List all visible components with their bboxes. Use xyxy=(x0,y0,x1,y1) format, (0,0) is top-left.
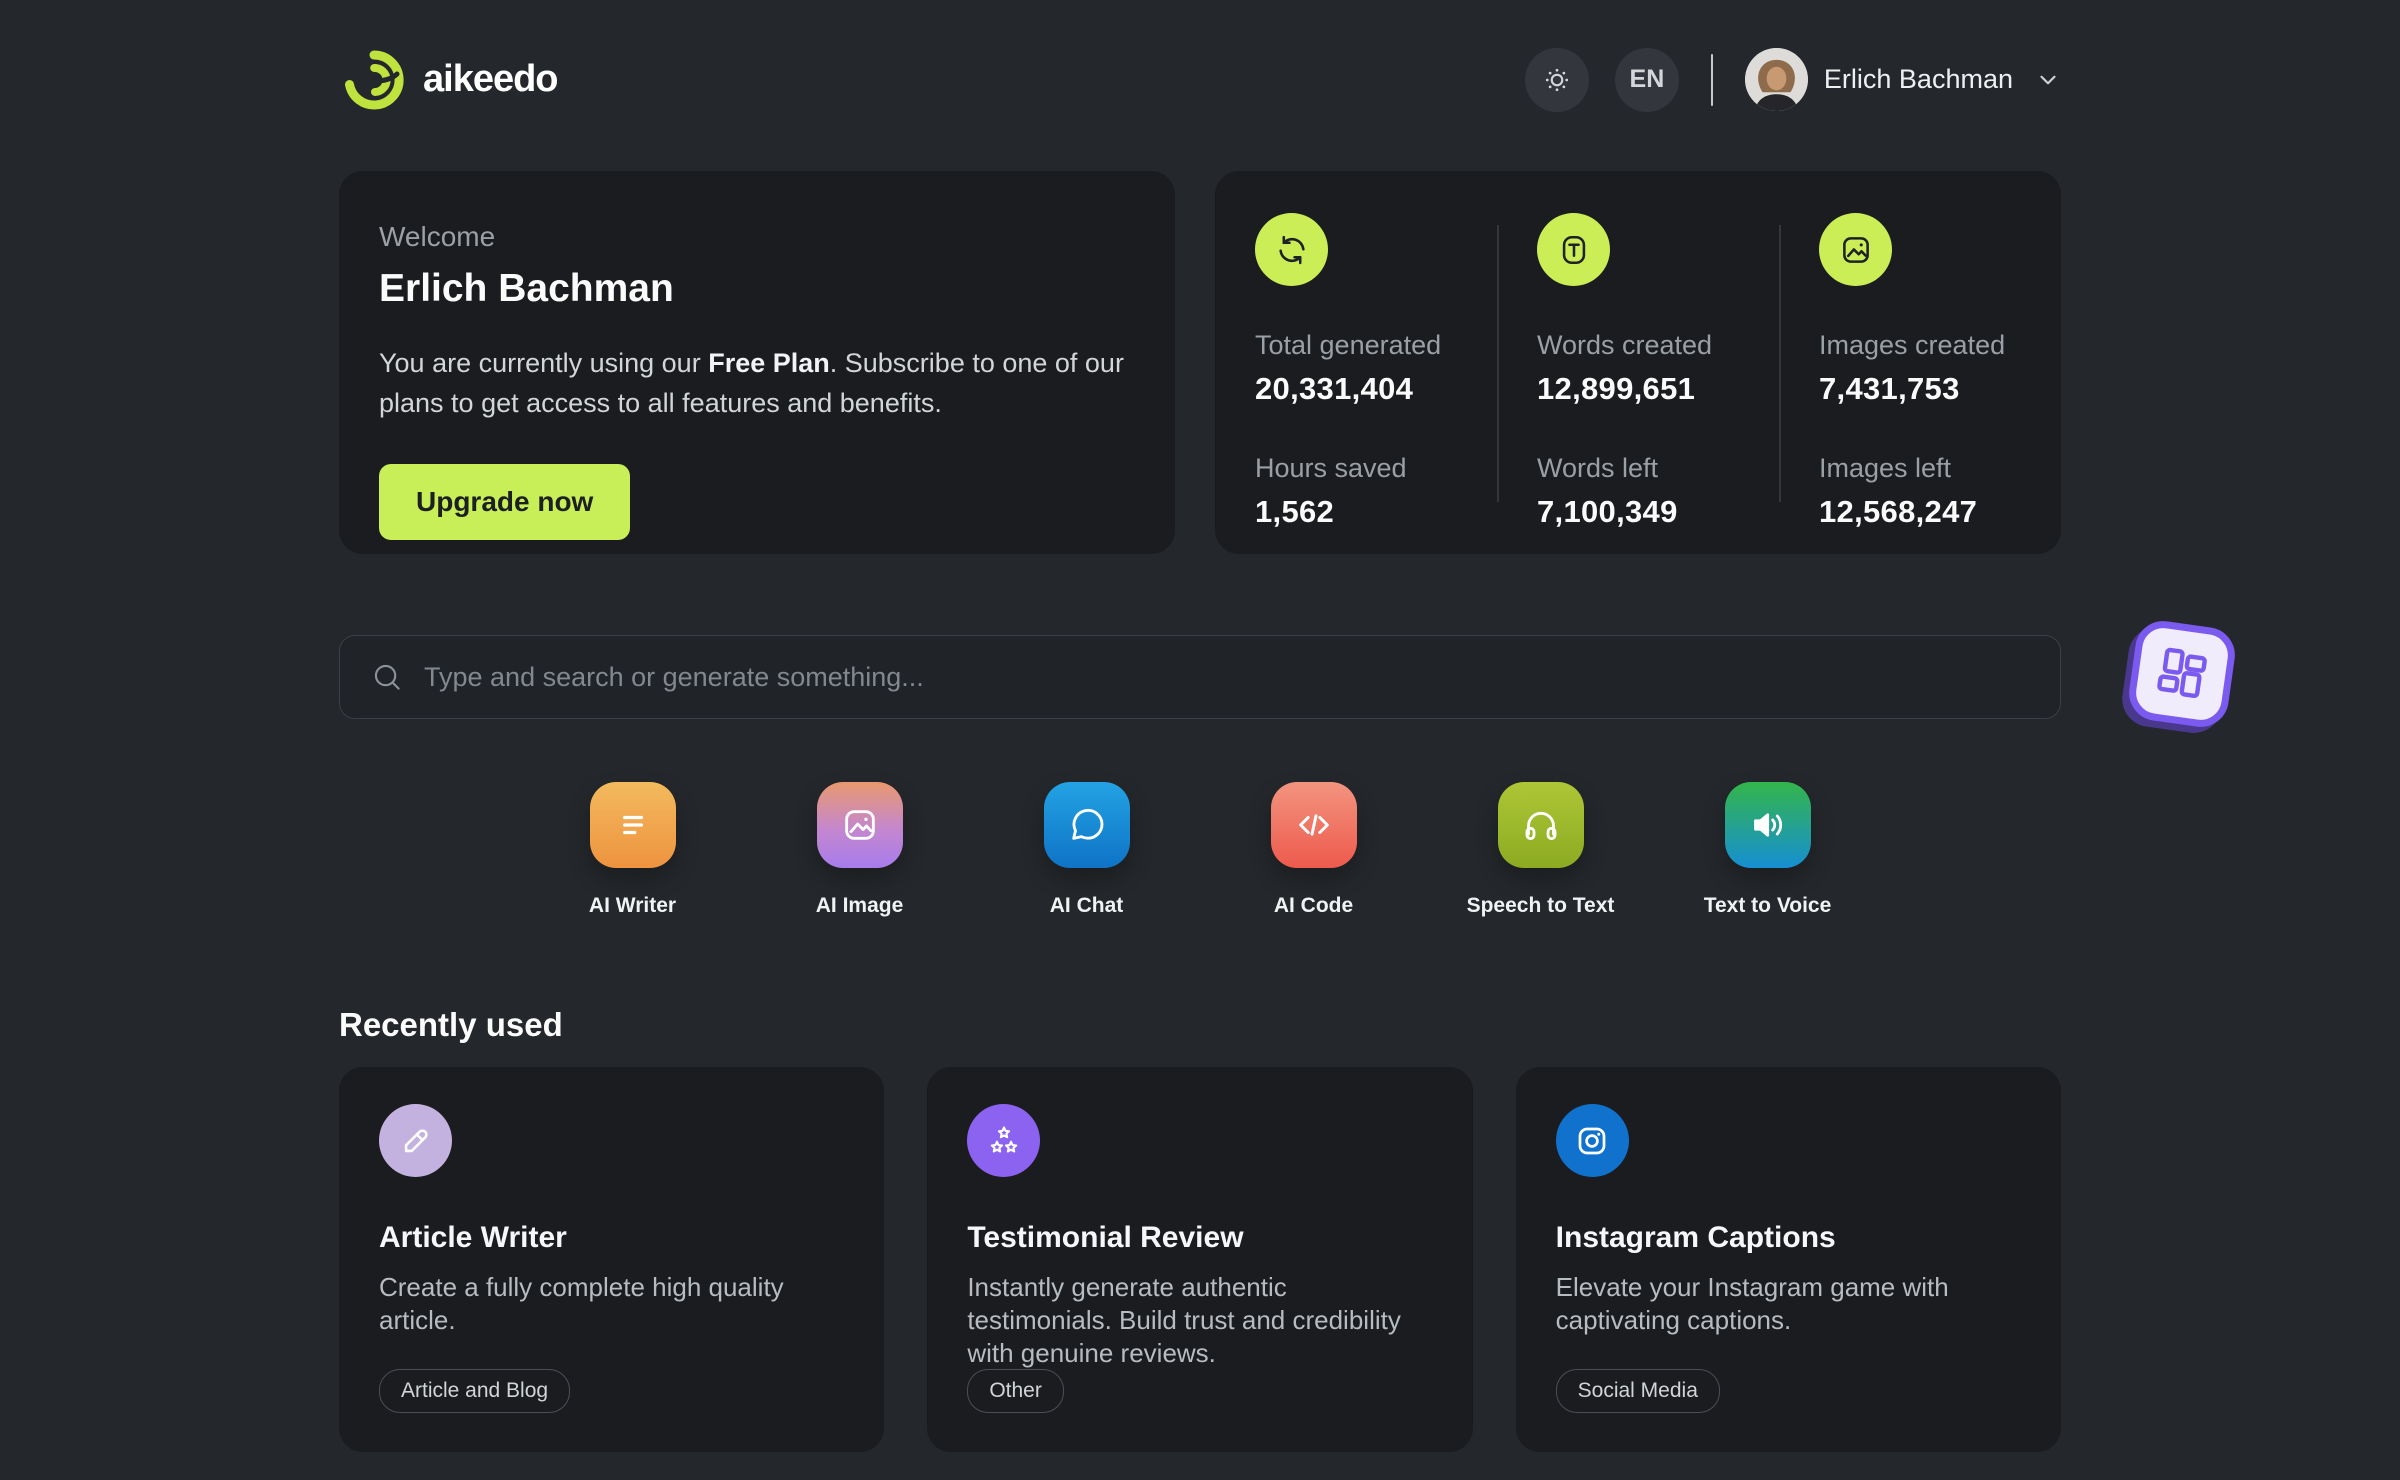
floating-apps-badge[interactable] xyxy=(2125,617,2239,731)
stats-card: Total generated 20,331,404 Hours saved 1… xyxy=(1215,171,2061,554)
user-name: Erlich Bachman xyxy=(1823,64,2013,94)
stat-label: Hours saved xyxy=(1255,453,1407,483)
text-lines-icon xyxy=(589,782,676,868)
tool-speech-to-text[interactable]: Speech to Text xyxy=(1466,782,1616,918)
headphones-icon xyxy=(1497,782,1584,868)
stars-icon xyxy=(967,1104,1041,1177)
logo-icon xyxy=(339,45,409,115)
stat-value: 12,568,247 xyxy=(1819,494,1978,529)
stat-column-words: Words created 12,899,651 Words left 7,10… xyxy=(1497,213,1779,554)
tool-ai-chat[interactable]: AI Chat xyxy=(1012,782,1162,918)
tool-text-to-voice[interactable]: Text to Voice xyxy=(1693,782,1843,918)
refresh-icon xyxy=(1255,213,1328,286)
stats-divider xyxy=(1497,225,1499,502)
card-article-writer[interactable]: Article Writer Create a fully complete h… xyxy=(339,1067,885,1452)
plan-name: Free Plan xyxy=(708,348,830,378)
header-actions: EN Erlich Bachman xyxy=(1524,47,2061,112)
tool-label: Text to Voice xyxy=(1703,894,1832,917)
tool-ai-image[interactable]: AI Image xyxy=(785,782,935,918)
search-bar xyxy=(339,635,2061,719)
stat-label: Total generated xyxy=(1255,330,1442,360)
search-input[interactable] xyxy=(424,661,2030,693)
card-tag: Social Media xyxy=(1555,1369,1720,1413)
pencil-icon xyxy=(379,1104,452,1177)
card-title: Testimonial Review xyxy=(967,1221,1244,1254)
stat-label: Images created xyxy=(1819,330,2006,360)
brand-logo[interactable]: aikeedo xyxy=(339,45,559,115)
chevron-down-icon xyxy=(2035,67,2061,93)
image-icon xyxy=(1819,213,1892,286)
card-instagram-captions[interactable]: Instagram Captions Elevate your Instagra… xyxy=(1515,1067,2061,1452)
tool-ai-writer[interactable]: AI Writer xyxy=(558,782,708,918)
tool-label: AI Chat xyxy=(1049,894,1124,917)
chat-bubble-icon xyxy=(1043,782,1130,868)
user-menu-button[interactable]: Erlich Bachman xyxy=(1744,48,2061,111)
top-cards-row: Welcome Erlich Bachman You are currently… xyxy=(339,171,2061,554)
tool-label: Speech to Text xyxy=(1466,894,1615,917)
stat-value: 7,431,753 xyxy=(1819,371,1960,406)
upgrade-now-button[interactable]: Upgrade now xyxy=(379,464,631,540)
header: aikeedo EN xyxy=(339,0,2061,115)
stat-label: Words created xyxy=(1537,330,1713,360)
speaker-icon xyxy=(1724,782,1811,868)
instagram-icon xyxy=(1555,1104,1629,1177)
avatar xyxy=(1744,48,1808,111)
welcome-user-name: Erlich Bachman xyxy=(379,267,674,310)
grid-icon xyxy=(2147,639,2217,709)
recently-used-heading: Recently used xyxy=(339,1006,563,1043)
theme-toggle-button[interactable] xyxy=(1524,47,1589,112)
stat-label: Words left xyxy=(1537,453,1659,483)
welcome-eyebrow: Welcome xyxy=(379,221,496,252)
stat-label: Images left xyxy=(1819,453,1952,483)
recently-used-row: Article Writer Create a fully complete h… xyxy=(339,1067,2061,1452)
language-button[interactable]: EN xyxy=(1614,47,1679,112)
card-description: Create a fully complete high quality art… xyxy=(379,1272,784,1335)
welcome-message: You are currently using our Free Plan. S… xyxy=(379,348,1124,418)
stat-value: 7,100,349 xyxy=(1537,494,1678,529)
code-icon xyxy=(1270,782,1357,868)
brand-name: aikeedo xyxy=(423,58,559,100)
stat-value: 1,562 xyxy=(1255,494,1335,529)
stat-value: 12,899,651 xyxy=(1537,371,1696,406)
card-tag: Other xyxy=(967,1369,1064,1413)
stat-value: 20,331,404 xyxy=(1255,371,1414,406)
card-title: Instagram Captions xyxy=(1555,1221,1836,1254)
card-description: Instantly generate authentic testimonial… xyxy=(967,1272,1401,1368)
tool-ai-code[interactable]: AI Code xyxy=(1239,782,1389,918)
text-icon xyxy=(1537,213,1610,286)
sun-icon xyxy=(1542,65,1572,95)
tool-label: AI Code xyxy=(1273,894,1354,917)
card-testimonial-review[interactable]: Testimonial Review Instantly generate au… xyxy=(927,1067,1473,1452)
stat-column-images: Images created 7,431,753 Images left 12,… xyxy=(1779,213,2061,554)
language-label: EN xyxy=(1629,65,1665,93)
tool-label: AI Image xyxy=(815,894,904,917)
header-divider xyxy=(1710,53,1713,106)
stats-divider xyxy=(1779,225,1781,502)
card-title: Article Writer xyxy=(379,1221,567,1254)
search-icon xyxy=(370,660,404,694)
tool-label: AI Writer xyxy=(588,894,677,917)
card-tag: Article and Blog xyxy=(379,1369,571,1413)
welcome-card: Welcome Erlich Bachman You are currently… xyxy=(339,171,1175,554)
stat-column-generated: Total generated 20,331,404 Hours saved 1… xyxy=(1215,213,1497,554)
card-description: Elevate your Instagram game with captiva… xyxy=(1555,1272,1949,1335)
tools-row: AI Writer AI Image AI Chat xyxy=(339,782,2061,918)
image-icon xyxy=(816,782,903,868)
